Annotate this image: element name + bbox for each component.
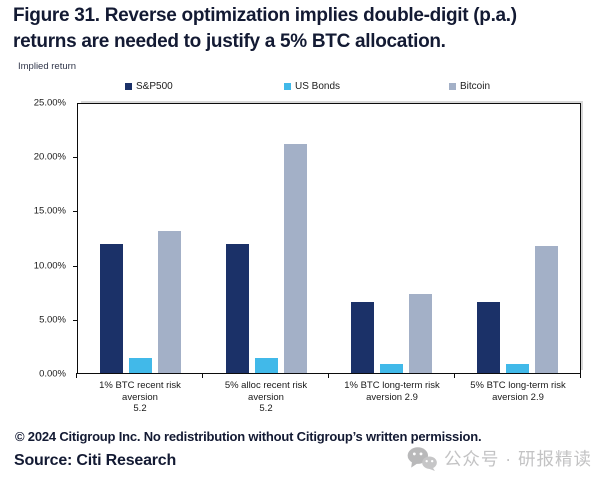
x-tick-mark: [76, 373, 77, 378]
x-tick-mark: [328, 373, 329, 378]
bar-s-p500: [476, 301, 500, 373]
legend-label: Bitcoin: [460, 81, 491, 92]
x-axis-labels: 1% BTC recent risk aversion 5.2 5% alloc r…: [77, 380, 581, 415]
y-tick-label: 0.00%: [39, 368, 66, 380]
watermark-text: 公众号 · 研报精读: [443, 449, 592, 469]
x-ticks: [76, 373, 581, 378]
legend: S&P500 US Bonds Bitcoin: [0, 81, 600, 97]
legend-label: US Bonds: [295, 81, 341, 92]
legend-item: US Bonds: [284, 81, 340, 92]
bar-group: [78, 104, 204, 373]
y-tick-label: 15.00%: [33, 205, 66, 217]
bar-group: [329, 104, 455, 373]
x-category-label: 1% BTC recent risk aversion 5.2: [99, 380, 181, 414]
y-tick-label: 25.00%: [33, 97, 66, 109]
bar-bitcoin: [534, 246, 558, 373]
bar-us-bonds: [505, 364, 529, 373]
bar-bitcoin: [283, 143, 307, 373]
x-category-label: 1% BTC long-term risk aversion 2.9: [344, 380, 440, 403]
y-tick-mark: [73, 211, 78, 213]
y-tick-mark: [73, 265, 78, 267]
legend-swatch: [449, 83, 456, 90]
bar-us-bonds: [254, 357, 278, 373]
legend-item: S&P500: [125, 81, 173, 92]
bar-us-bonds: [129, 357, 153, 373]
legend-label: S&P500: [136, 81, 173, 92]
bar-group: [455, 104, 581, 373]
figure-title-line-1: Figure 31. Reverse optimization implies …: [13, 5, 517, 26]
y-tick-label: 20.00%: [33, 151, 66, 163]
footer-copyright: © 2024 Citigroup Inc. No redistribution …: [15, 429, 482, 444]
footer-source: Source: Citi Research: [14, 452, 177, 469]
x-tick-mark: [580, 373, 581, 378]
wechat-icon: [407, 446, 437, 471]
plot-area: [77, 103, 581, 374]
bar-group: [204, 104, 330, 373]
x-category-label: 5% alloc recent risk aversion 5.2: [224, 380, 308, 414]
watermark: 公众号 · 研报精读: [407, 446, 592, 471]
bar-s-p500: [100, 243, 124, 373]
bar-bitcoin: [409, 294, 433, 373]
x-tick-mark: [202, 373, 203, 378]
legend-swatch: [125, 83, 132, 90]
legend-item: Bitcoin: [449, 81, 490, 92]
figure-title: Figure 31. Reverse optimization implies …: [13, 3, 597, 55]
bar-bitcoin: [158, 230, 182, 373]
bar-us-bonds: [380, 364, 404, 373]
y-tick-label: 10.00%: [33, 260, 66, 272]
y-axis-unit-label: Implied return: [18, 61, 77, 72]
y-axis: 25.00% 20.00% 15.00% 10.00% 5.00% 0.00%: [0, 98, 78, 380]
y-tick-label: 5.00%: [39, 314, 66, 326]
bar-s-p500: [225, 243, 249, 373]
x-category-label: 5% BTC long-term risk aversion 2.9: [470, 380, 566, 403]
y-tick-mark: [73, 319, 78, 321]
y-tick-mark: [73, 157, 78, 159]
legend-swatch: [284, 83, 291, 90]
figure-title-line-2: returns are needed to justify a 5% BTC a…: [13, 31, 446, 52]
bar-s-p500: [351, 301, 375, 373]
x-tick-mark: [454, 373, 455, 378]
